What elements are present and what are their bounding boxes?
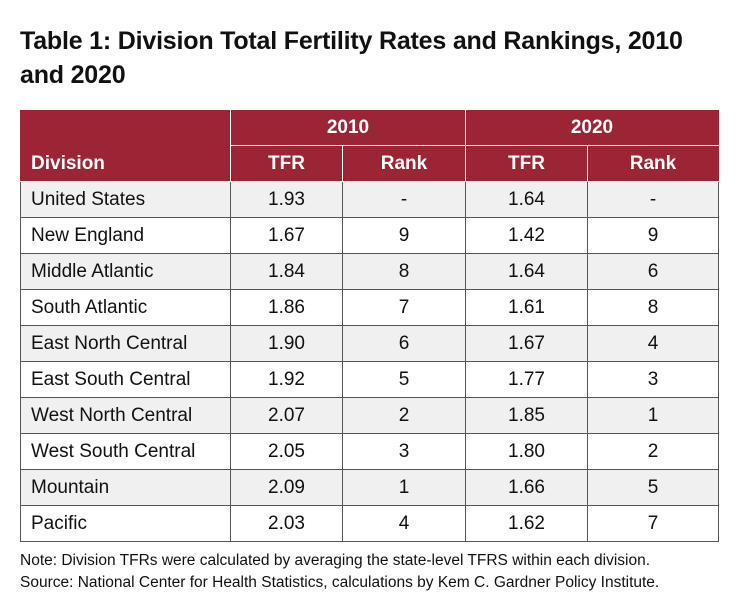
tfr-2010-cell: 1.93	[230, 181, 343, 218]
rank-2020-cell: 3	[587, 361, 719, 398]
rank-2010-cell: 9	[342, 217, 466, 254]
division-cell: Mountain	[20, 469, 231, 506]
tfr-2020-cell: 1.42	[465, 217, 588, 254]
rank-2020-cell: 8	[587, 289, 719, 326]
rank-2010-cell: 4	[342, 505, 466, 542]
table-row: East North Central 1.90 6 1.67 4	[20, 325, 719, 362]
fertility-table: Division 2010 2020 TFR Rank TFR Rank Uni…	[20, 110, 719, 542]
table-row: United States 1.93 - 1.64 -	[20, 181, 719, 218]
rank-2020-cell: -	[587, 181, 719, 218]
tfr-2020-cell: 1.64	[465, 253, 588, 290]
table-row: Pacific 2.03 4 1.62 7	[20, 505, 719, 542]
rank-2020-header: Rank	[587, 145, 719, 182]
rank-2010-header: Rank	[342, 145, 466, 182]
rank-2020-cell: 5	[587, 469, 719, 506]
rank-2010-cell: 6	[342, 325, 466, 362]
rank-2020-cell: 6	[587, 253, 719, 290]
rank-2020-cell: 4	[587, 325, 719, 362]
tfr-2010-cell: 1.92	[230, 361, 343, 398]
table-title: Table 1: Division Total Fertility Rates …	[20, 27, 683, 89]
tfr-2020-cell: 1.64	[465, 181, 588, 218]
tfr-2010-cell: 1.67	[230, 217, 343, 254]
tfr-2020-cell: 1.61	[465, 289, 588, 326]
rank-2010-cell: 3	[342, 433, 466, 470]
tfr-2010-cell: 2.05	[230, 433, 343, 470]
tfr-2010-cell: 1.84	[230, 253, 343, 290]
tfr-2020-cell: 1.85	[465, 397, 588, 434]
rank-2010-cell: 1	[342, 469, 466, 506]
tfr-2020-cell: 1.67	[465, 325, 588, 362]
rank-2010-cell: 7	[342, 289, 466, 326]
rank-2020-cell: 9	[587, 217, 719, 254]
division-cell: East North Central	[20, 325, 231, 362]
division-column-header: Division	[20, 110, 231, 182]
tfr-2020-cell: 1.80	[465, 433, 588, 470]
division-cell: United States	[20, 181, 231, 218]
tfr-2010-cell: 2.09	[230, 469, 343, 506]
table-row: Middle Atlantic 1.84 8 1.64 6	[20, 253, 719, 290]
tfr-2010-cell: 2.03	[230, 505, 343, 542]
table-header: Division 2010 2020 TFR Rank TFR Rank	[20, 110, 719, 182]
table-row: West South Central 2.05 3 1.80 2	[20, 433, 719, 470]
year-2010-header: 2010	[230, 110, 466, 146]
division-cell: Middle Atlantic	[20, 253, 231, 290]
division-cell: West North Central	[20, 397, 231, 434]
source-text: Source: National Center for Health Stati…	[20, 574, 660, 591]
rank-2020-cell: 7	[587, 505, 719, 542]
table-row: Mountain 2.09 1 1.66 5	[20, 469, 719, 506]
table-notes: Note: Division TFRs were calculated by a…	[20, 550, 735, 594]
rank-2010-cell: 5	[342, 361, 466, 398]
rank-2020-cell: 2	[587, 433, 719, 470]
rank-2010-cell: 2	[342, 397, 466, 434]
division-cell: West South Central	[20, 433, 231, 470]
tfr-2020-cell: 1.66	[465, 469, 588, 506]
division-cell: Pacific	[20, 505, 231, 542]
tfr-2010-cell: 1.90	[230, 325, 343, 362]
rank-2020-cell: 1	[587, 397, 719, 434]
division-cell: South Atlantic	[20, 289, 231, 326]
tfr-2020-cell: 1.77	[465, 361, 588, 398]
rank-2010-cell: -	[342, 181, 466, 218]
table-row: West North Central 2.07 2 1.85 1	[20, 397, 719, 434]
table-row: South Atlantic 1.86 7 1.61 8	[20, 289, 719, 326]
tfr-2010-cell: 2.07	[230, 397, 343, 434]
year-2020-header: 2020	[465, 110, 719, 146]
division-cell: New England	[20, 217, 231, 254]
tfr-2010-cell: 1.86	[230, 289, 343, 326]
division-cell: East South Central	[20, 361, 231, 398]
rank-2010-cell: 8	[342, 253, 466, 290]
note-text: Note: Division TFRs were calculated by a…	[20, 552, 651, 569]
table-row: East South Central 1.92 5 1.77 3	[20, 361, 719, 398]
tfr-2020-header: TFR	[465, 145, 588, 182]
tfr-2020-cell: 1.62	[465, 505, 588, 542]
table-row: New England 1.67 9 1.42 9	[20, 217, 719, 254]
tfr-2010-header: TFR	[230, 145, 343, 182]
table-body: United States 1.93 - 1.64 - New England …	[20, 181, 719, 542]
